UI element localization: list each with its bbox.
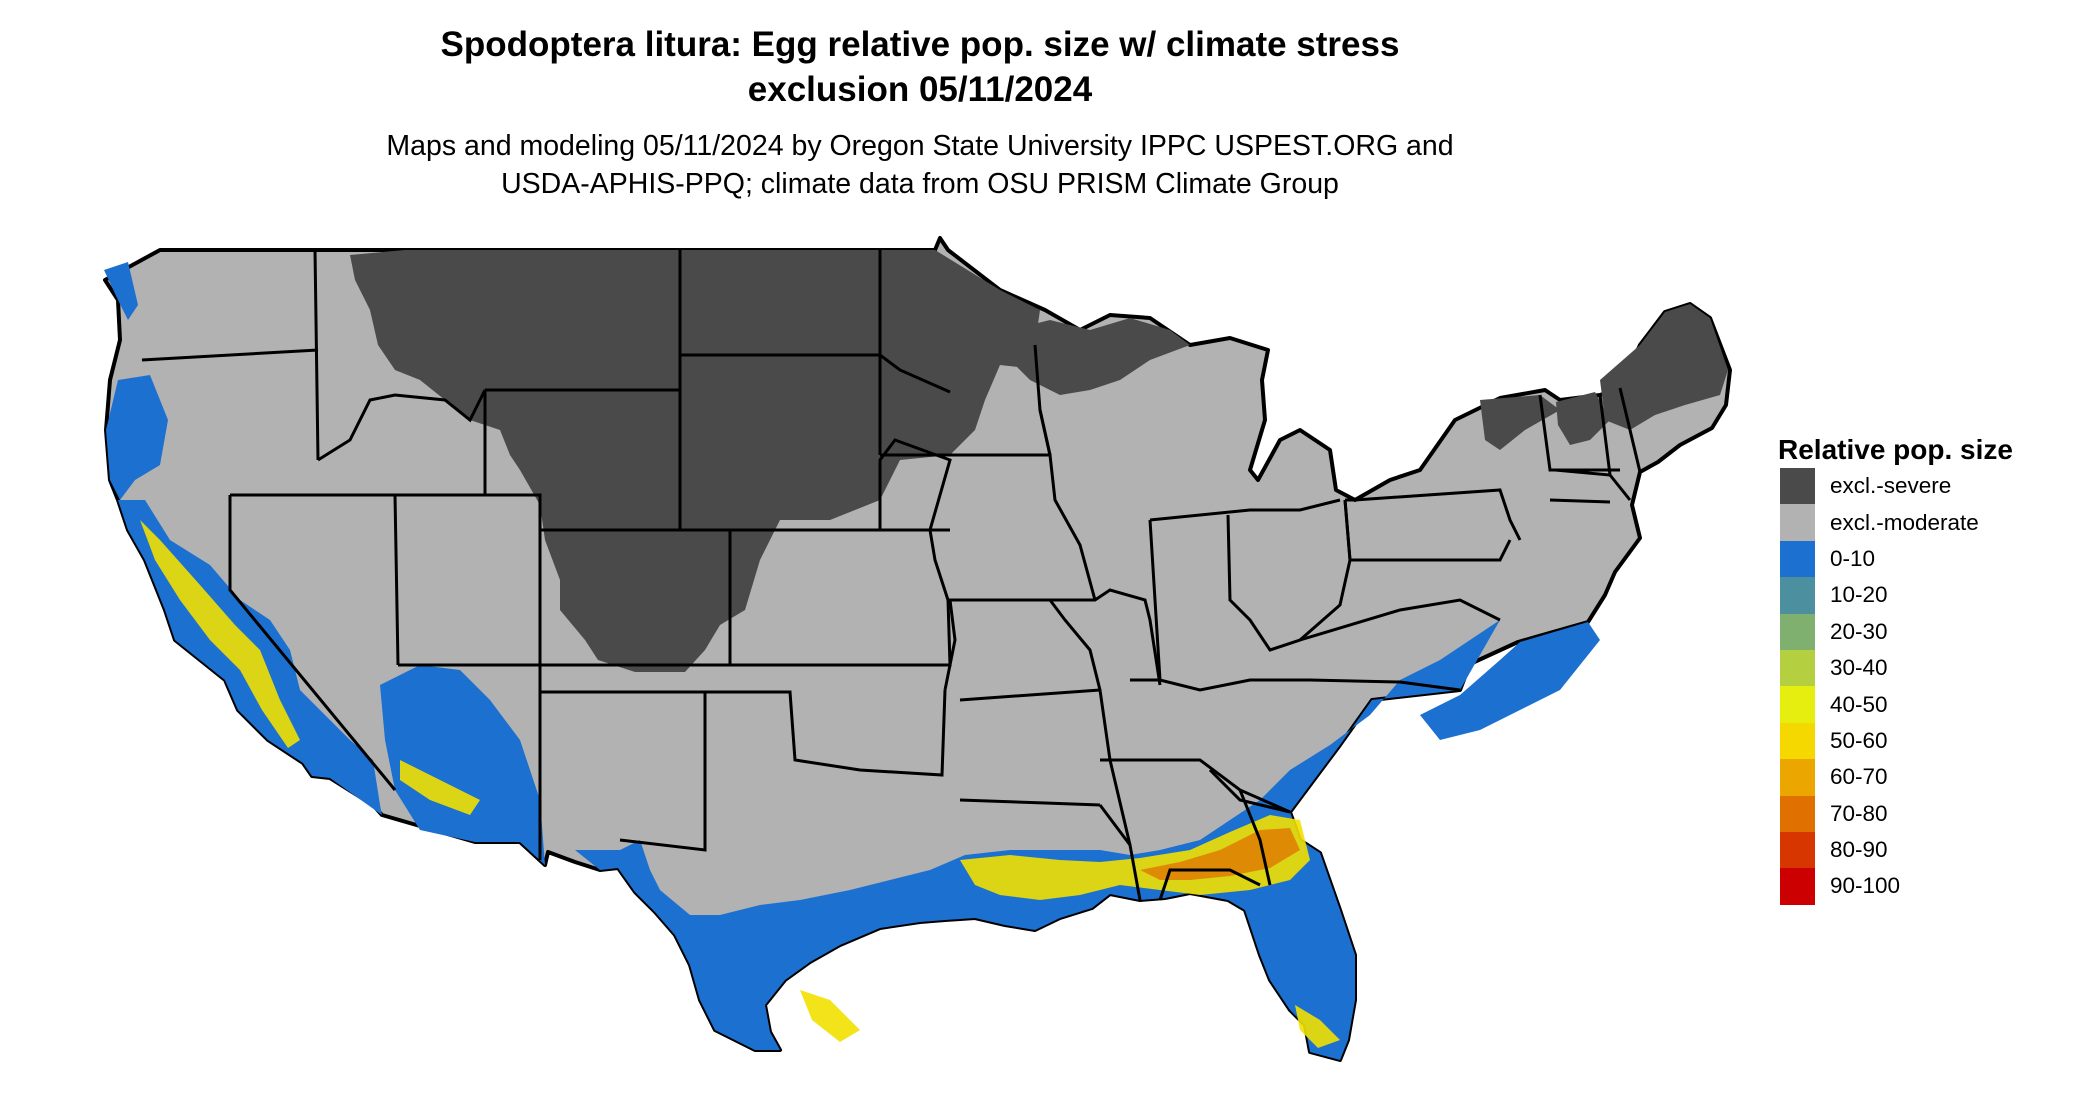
legend-label: 80-90: [1830, 837, 1888, 863]
legend-swatch: [1780, 504, 1815, 541]
legend-item: excl.-severe: [1780, 468, 2080, 505]
range-40-60-areas: [140, 520, 1340, 1048]
legend-item: 70-80: [1780, 795, 2080, 832]
legend-label: 50-60: [1830, 727, 1888, 753]
legend-title: Relative pop. size: [1778, 434, 2013, 465]
legend-item: 10-20: [1780, 577, 2080, 614]
legend-item: 90-100: [1780, 868, 2080, 905]
legend-label: 60-70: [1830, 764, 1888, 790]
legend-swatch: [1780, 831, 1815, 869]
legend-swatch: [1780, 613, 1815, 650]
legend-label: 20-30: [1830, 618, 1888, 644]
legend-item: 60-70: [1780, 759, 2080, 796]
legend-label: 70-80: [1830, 800, 1888, 826]
legend-swatch: [1780, 686, 1815, 723]
title-line-1: Spodoptera litura: Egg relative pop. siz…: [440, 25, 1400, 64]
legend-swatch: [1780, 722, 1815, 760]
map-title: Spodoptera litura: Egg relative pop. siz…: [300, 22, 1540, 112]
map-subtitle: Maps and modeling 05/11/2024 by Oregon S…: [300, 127, 1540, 203]
legend-item: 30-40: [1780, 649, 2080, 687]
subtitle-line-2: USDA-APHIS-PPQ; climate data from OSU PR…: [501, 168, 1339, 200]
legend-label: excl.-moderate: [1830, 509, 1979, 535]
legend-item: 80-90: [1780, 831, 2080, 869]
title-line-2: exclusion 05/11/2024: [747, 70, 1093, 109]
legend-swatch: [1780, 795, 1815, 832]
legend-label: excl.-severe: [1830, 473, 1952, 499]
legend-item: 20-30: [1780, 613, 2080, 650]
legend-item: 40-50: [1780, 686, 2080, 723]
legend-item: 50-60: [1780, 722, 2080, 760]
legend-item: 0-10: [1780, 540, 2080, 578]
legend-swatch: [1780, 577, 1815, 614]
legend-label: 0-10: [1830, 545, 1876, 571]
legend-swatch: [1780, 868, 1815, 905]
legend-label: 30-40: [1830, 655, 1888, 681]
legend-label: 10-20: [1830, 582, 1888, 608]
legend-swatch: [1780, 468, 1815, 505]
map-legend: Relative pop. size excl.-severe excl.-mod…: [1778, 432, 2080, 905]
legend-items: excl.-severe excl.-moderate 0-10 10-20 20-30…: [1780, 468, 2080, 905]
subtitle-line-1: Maps and modeling 05/11/2024 by Oregon S…: [386, 130, 1454, 162]
legend-item: excl.-moderate: [1780, 504, 2080, 541]
state-boundaries: [141, 249, 1642, 901]
legend-label: 40-50: [1830, 691, 1888, 717]
legend-swatch: [1780, 649, 1815, 687]
legend-swatch: [1780, 759, 1815, 796]
legend-label: 90-100: [1830, 873, 1901, 899]
legend-swatch: [1780, 540, 1815, 578]
